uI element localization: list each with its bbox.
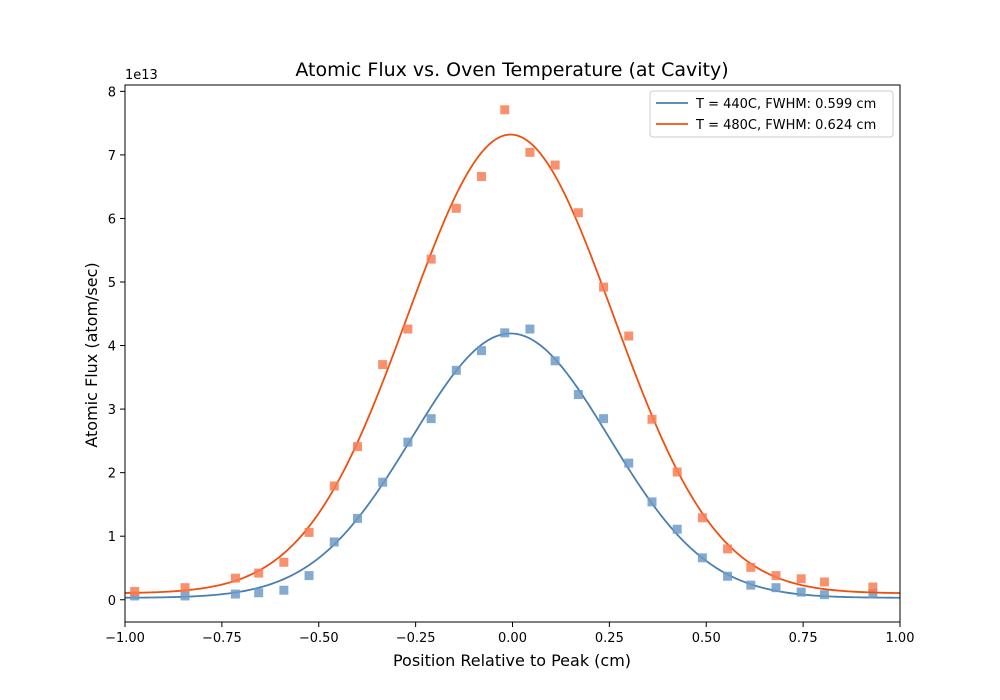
data-point-series-2 (573, 208, 583, 218)
y-offset-text: 1e13 (125, 68, 158, 83)
plot-frame (124, 84, 901, 623)
y-tick-label: 3 (108, 403, 116, 418)
data-point-series-1 (279, 585, 289, 595)
data-point-series-2 (624, 331, 634, 341)
data-point-series-1 (868, 588, 878, 598)
data-point-series-2 (723, 544, 733, 554)
data-point-series-1 (573, 389, 583, 399)
data-point-series-2 (697, 513, 707, 523)
data-point-series-2 (746, 562, 756, 572)
data-point-series-2 (771, 571, 781, 581)
data-point-series-1 (746, 580, 756, 590)
data-point-series-2 (451, 203, 461, 213)
data-point-series-1 (697, 553, 707, 563)
data-point-series-1 (525, 324, 535, 334)
data-point-series-1 (426, 414, 436, 424)
x-axis-ticks: −1.00 −0.75 −0.50 −0.25 0.00 0.25 0.50 0.75 1.00 (105, 622, 914, 646)
data-point-series-1 (624, 458, 634, 468)
data-point-series-2 (672, 467, 682, 477)
data-point-series-2 (796, 574, 806, 584)
y-tick-label: 5 (108, 276, 116, 291)
data-point-series-1 (500, 328, 510, 338)
data-point-series-2 (180, 583, 190, 593)
data-point-series-1 (180, 591, 190, 601)
data-point-series-2 (819, 577, 829, 587)
plot-area (124, 105, 901, 601)
y-tick-label: 1 (108, 530, 116, 545)
data-point-series-1 (672, 524, 682, 534)
data-point-series-2 (426, 254, 436, 264)
y-axis-label: Atomic Flux (atom/sec) (82, 262, 101, 447)
data-point-series-1 (451, 365, 461, 375)
data-point-series-2 (353, 442, 362, 452)
data-point-series-2 (550, 160, 560, 170)
data-point-series-1 (796, 587, 806, 597)
legend: T = 440C, FWHM: 0.599 cm T = 480C, FWHM: … (649, 90, 894, 138)
x-tick-label: 1.00 (886, 631, 915, 646)
x-tick-label: −0.50 (299, 631, 339, 646)
data-point-series-2 (329, 481, 339, 491)
data-point-series-1 (477, 346, 486, 356)
data-point-series-1 (819, 590, 829, 600)
fit-line-series-1 (124, 332, 901, 599)
data-point-series-1 (304, 571, 314, 581)
data-point-series-1 (353, 513, 362, 523)
x-tick-label: −1.00 (105, 631, 145, 646)
x-tick-label: 0.50 (692, 631, 721, 646)
data-point-series-2 (130, 586, 140, 596)
data-point-series-1 (550, 356, 560, 366)
data-point-series-1 (230, 589, 240, 599)
data-point-series-1 (771, 583, 781, 593)
y-tick-label: 0 (108, 594, 116, 609)
data-point-series-2 (477, 172, 486, 182)
data-point-series-2 (254, 568, 264, 578)
x-tick-label: −0.25 (396, 631, 436, 646)
data-point-series-2 (304, 527, 314, 537)
data-point-series-1 (254, 588, 264, 598)
data-point-series-2 (230, 573, 240, 583)
data-point-series-2 (279, 557, 289, 567)
data-point-series-2 (868, 582, 878, 592)
y-tick-label: 6 (108, 212, 116, 227)
data-point-series-1 (378, 477, 388, 487)
legend-box (649, 90, 894, 138)
data-point-series-1 (647, 497, 657, 507)
legend-label-series-2: T = 480C, FWHM: 0.624 cm (695, 118, 876, 133)
fit-line-series-2 (124, 133, 901, 594)
chart-title: Atomic Flux vs. Oven Temperature (at Cav… (295, 59, 728, 81)
data-point-series-1 (599, 414, 609, 424)
y-tick-label: 4 (108, 340, 116, 355)
data-point-series-1 (329, 537, 339, 547)
x-tick-label: 0.25 (595, 631, 624, 646)
data-point-series-2 (599, 282, 609, 292)
data-point-series-2 (378, 360, 388, 370)
y-tick-label: 2 (108, 467, 116, 482)
data-point-series-2 (525, 147, 535, 157)
x-tick-label: −0.75 (202, 631, 242, 646)
y-tick-label: 8 (108, 85, 116, 100)
y-tick-label: 7 (108, 149, 116, 164)
data-point-series-2 (403, 324, 413, 334)
data-point-series-2 (647, 414, 657, 424)
data-point-series-1 (403, 437, 413, 447)
x-tick-label: 0.00 (498, 631, 527, 646)
data-point-series-2 (500, 105, 510, 115)
data-point-series-1 (723, 571, 733, 581)
x-tick-label: 0.75 (789, 631, 818, 646)
y-axis-ticks: 0 1 2 3 4 5 6 7 8 (108, 85, 125, 609)
x-axis-label: Position Relative to Peak (cm) (393, 651, 631, 670)
legend-label-series-1: T = 440C, FWHM: 0.599 cm (695, 97, 876, 112)
